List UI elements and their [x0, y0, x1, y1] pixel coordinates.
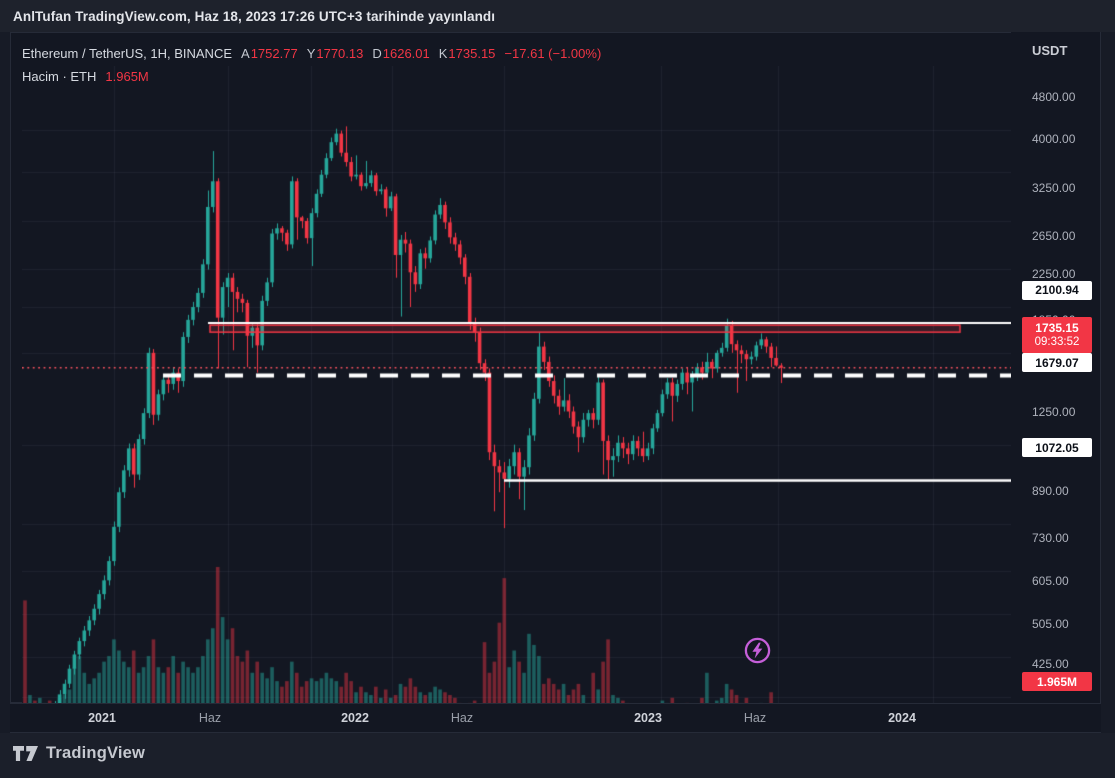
open-value: A1752.77: [241, 46, 298, 61]
time-tick-label: 2023: [634, 711, 662, 725]
time-tick-label: 2022: [341, 711, 369, 725]
volume-badge: 1.965M: [1022, 672, 1092, 691]
support-price-badge: 1072.05: [1022, 438, 1092, 458]
tradingview-logo-icon: [13, 746, 38, 761]
time-axis[interactable]: 2021 Haz 2022 Haz 2023 Haz 2024: [10, 703, 1101, 733]
resistance-price-badge: 2100.94: [1022, 280, 1092, 300]
volume-study-label[interactable]: Hacim · ETH: [22, 69, 97, 84]
high-value: Y1770.13: [306, 46, 364, 61]
attribution-bar: AnlTufan TradingView.com, Haz 18, 2023 1…: [0, 0, 1115, 32]
price-tick-label: 730.00: [1032, 530, 1069, 545]
price-tick-label: 1250.00: [1032, 404, 1076, 419]
entry-price-badge: 1679.07: [1022, 353, 1092, 373]
chart-pane: [10, 32, 1101, 736]
tradingview-logo-text: TradingView: [46, 744, 146, 762]
bar-countdown: 09:33:52: [1034, 335, 1080, 348]
price-tick-label: 4000.00: [1032, 132, 1076, 147]
current-price-value: 1735.15: [1035, 320, 1079, 335]
time-tick-label: 2024: [888, 711, 916, 725]
price-tick-label: 505.00: [1032, 616, 1069, 631]
price-tick-label: 3250.00: [1032, 180, 1076, 195]
volume-study-value: 1.965M: [105, 69, 149, 84]
price-tick-label: 2650.00: [1032, 228, 1076, 243]
tradingview-logo[interactable]: TradingView: [13, 744, 145, 763]
chart-legend: Ethereum / TetherUS, 1H, BINANCE A1752.7…: [22, 45, 601, 91]
footer-bar: TradingView: [0, 733, 1115, 778]
symbol-row: Ethereum / TetherUS, 1H, BINANCE A1752.7…: [22, 45, 601, 62]
price-axis[interactable]: USDT 4800.00 4000.00 3250.00 2650.00 2250.00…: [1011, 32, 1101, 703]
price-tick-label: 890.00: [1032, 484, 1069, 499]
time-tick-label: Haz: [743, 711, 767, 725]
price-tick-label: 2250.00: [1032, 267, 1076, 282]
price-tick-label: 425.00: [1032, 657, 1069, 672]
current-price-badge: 1735.15 09:33:52: [1022, 316, 1092, 353]
close-value: K1735.15: [438, 46, 496, 61]
low-value: D1626.01: [372, 46, 430, 61]
time-tick-label: Haz: [450, 711, 474, 725]
attribution-text: AnlTufan TradingView.com, Haz 18, 2023 1…: [13, 8, 496, 24]
time-tick-label: 2021: [88, 711, 116, 725]
change-value: −17.61 (−1.00%): [504, 46, 602, 61]
price-tick-label: 605.00: [1032, 574, 1069, 589]
symbol-title[interactable]: Ethereum / TetherUS, 1H, BINANCE: [22, 46, 233, 61]
volume-row: Hacim · ETH 1.965M: [22, 68, 601, 85]
time-tick-label: Haz: [198, 711, 222, 725]
price-tick-label: 4800.00: [1032, 89, 1076, 104]
axis-currency-label: USDT: [1032, 43, 1068, 58]
lightning-icon: [744, 637, 771, 664]
lightning-marker[interactable]: [744, 637, 771, 664]
candlestick-chart-canvas[interactable]: [22, 66, 1021, 736]
